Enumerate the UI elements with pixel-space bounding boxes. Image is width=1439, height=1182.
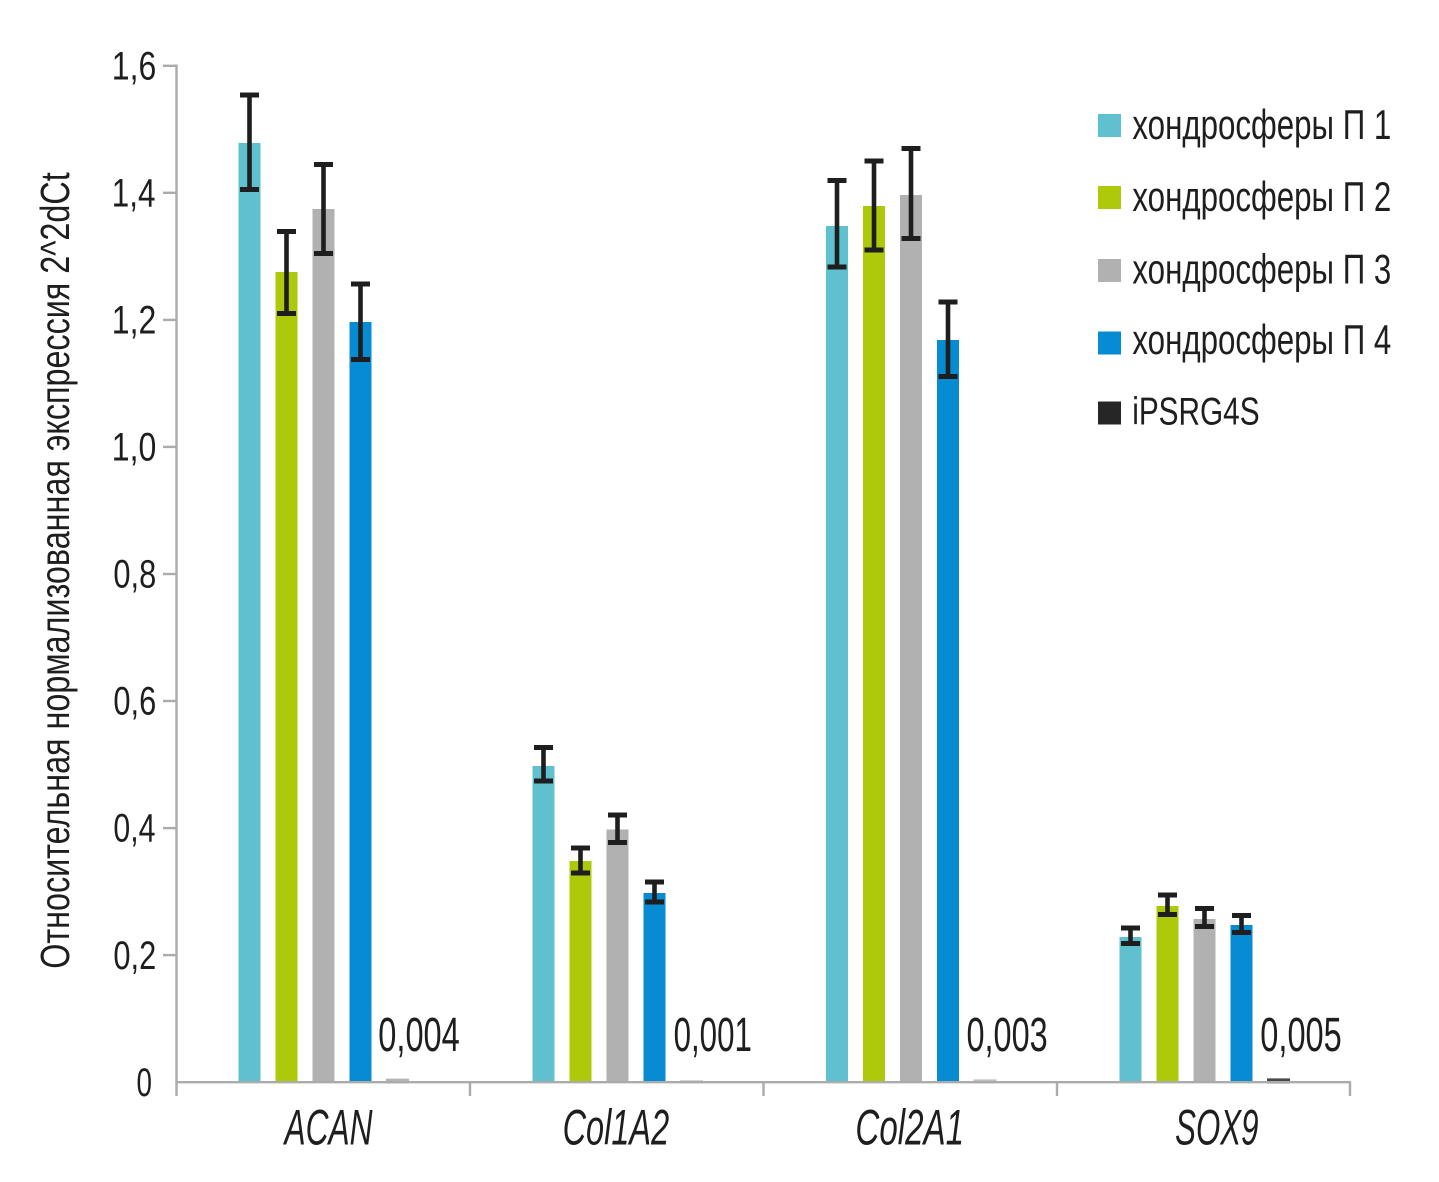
svg-text:1,0: 1,0 <box>112 424 156 469</box>
svg-text:iPSRG4S: iPSRG4S <box>1132 391 1259 434</box>
svg-text:0: 0 <box>137 1061 152 1105</box>
svg-text:1,4: 1,4 <box>112 170 156 216</box>
svg-text:0,2: 0,2 <box>113 933 156 978</box>
svg-text:ACAN: ACAN <box>282 1099 373 1155</box>
svg-text:0,8: 0,8 <box>113 552 156 597</box>
svg-text:хондросферы П 4: хондросферы П 4 <box>1132 317 1391 363</box>
svg-text:0,6: 0,6 <box>113 679 156 724</box>
svg-text:0,001: 0,001 <box>674 1007 752 1061</box>
svg-text:1,2: 1,2 <box>112 297 156 342</box>
svg-text:SOX9: SOX9 <box>1175 1099 1258 1155</box>
svg-text:Col1A2: Col1A2 <box>563 1099 670 1155</box>
svg-text:0,4: 0,4 <box>113 806 155 851</box>
svg-text:Col2A1: Col2A1 <box>855 1100 964 1155</box>
svg-text:1,6: 1,6 <box>112 43 156 88</box>
svg-text:Относительная нормализованная: Относительная нормализованная экспрессия… <box>32 172 78 969</box>
svg-text:0,003: 0,003 <box>967 1008 1048 1062</box>
svg-text:0,005: 0,005 <box>1260 1008 1341 1062</box>
svg-text:хондросферы П 1: хондросферы П 1 <box>1132 102 1391 148</box>
svg-text:0,004: 0,004 <box>378 1008 459 1062</box>
svg-text:хондросферы П 3: хондросферы П 3 <box>1132 246 1391 292</box>
svg-text:хондросферы П 2: хондросферы П 2 <box>1132 174 1391 220</box>
